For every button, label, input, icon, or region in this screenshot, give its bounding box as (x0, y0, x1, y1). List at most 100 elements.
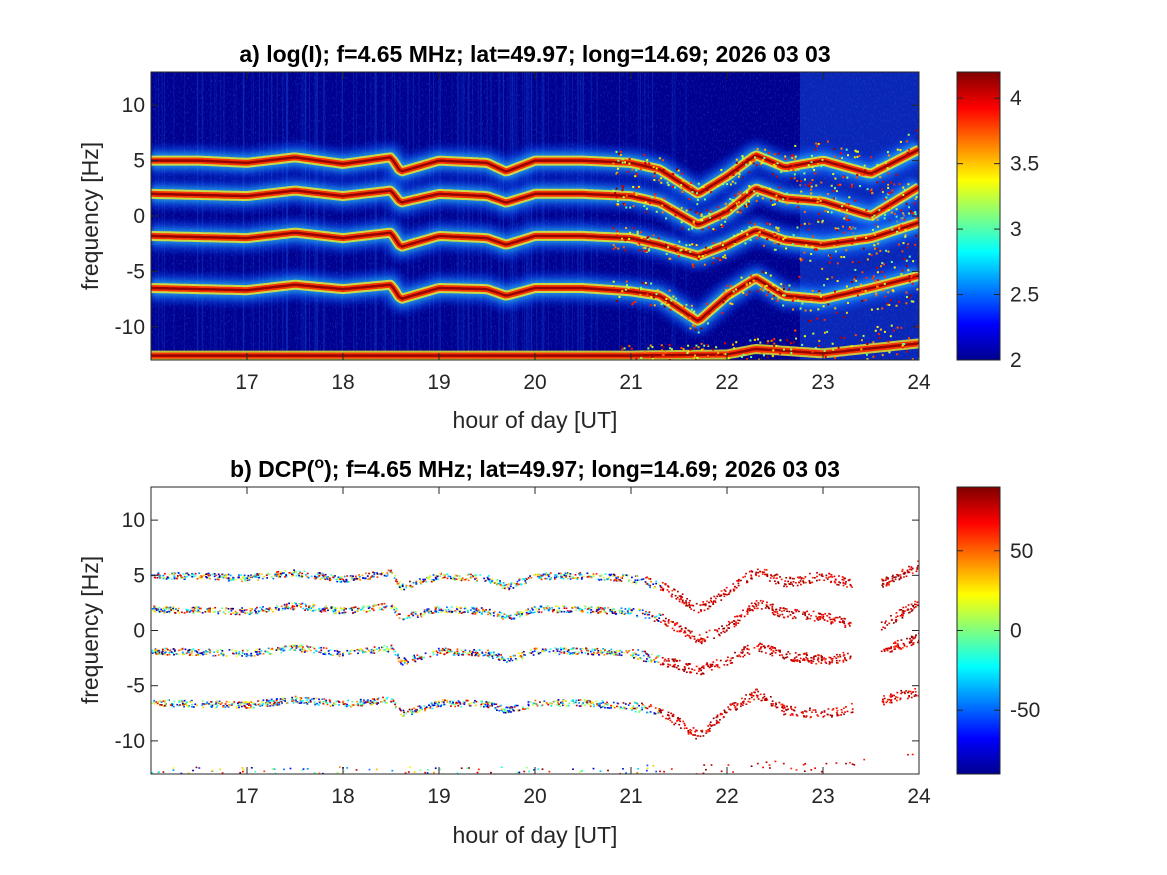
dcp-point (295, 700, 297, 703)
dcp-point (223, 574, 226, 577)
dcp-point (508, 660, 511, 662)
dcp-point (607, 606, 609, 609)
dcp-point (379, 649, 381, 651)
dcp-point (514, 658, 517, 660)
dcp-point (284, 576, 286, 578)
dcp-point (795, 610, 798, 613)
dcp-point (697, 611, 700, 614)
dcp-point (844, 577, 846, 580)
dcp-point (673, 658, 675, 661)
dcp-point (606, 650, 608, 653)
dcp-point (444, 699, 446, 702)
speckle (861, 290, 864, 293)
speckle (709, 363, 711, 365)
dcp-point (884, 627, 886, 629)
speckle (735, 202, 738, 205)
speckle (651, 346, 654, 349)
speckle (774, 165, 777, 168)
dcp-point (444, 648, 447, 651)
speckle (615, 187, 618, 190)
dcp-point (569, 653, 571, 656)
dcp-point (574, 574, 577, 576)
dcp-point (481, 652, 484, 655)
dcp-point (207, 574, 210, 577)
dcp-point (341, 612, 344, 614)
speckle (827, 193, 830, 196)
dcp-point (245, 653, 248, 655)
dcp-point (320, 646, 322, 649)
dcp-point (887, 582, 890, 584)
dcp-point (908, 611, 910, 614)
dcp-point (723, 631, 726, 633)
dcp-point (193, 609, 196, 611)
dcp-point (658, 709, 661, 712)
dcp-point (802, 613, 804, 615)
speckle (887, 250, 890, 253)
dcp-point (641, 612, 644, 615)
speckle (652, 360, 654, 362)
dcp-point (540, 578, 543, 581)
dcp-point (820, 662, 823, 664)
dcp-point (518, 655, 521, 658)
dcp-point (440, 608, 443, 611)
dcp-point (885, 584, 888, 587)
dcp-point (621, 577, 624, 579)
dcp-point (677, 668, 680, 671)
speckle (733, 242, 736, 245)
dcp-point (817, 657, 820, 660)
dcp-point (358, 576, 361, 578)
speckle (693, 356, 696, 359)
dcp-point (697, 640, 700, 643)
dcp-point (798, 581, 800, 584)
dcp-point (435, 650, 438, 653)
dcp-point (782, 607, 785, 609)
dcp-point (568, 611, 570, 613)
speckle (887, 183, 890, 186)
speckle (782, 294, 785, 297)
speckle (855, 150, 858, 153)
speckle (809, 188, 812, 191)
dcp-point (846, 710, 849, 713)
speckle (643, 153, 646, 156)
dcp-point (400, 709, 402, 712)
dcp-point (755, 571, 758, 574)
dcp-point (791, 617, 794, 620)
speckle (890, 181, 893, 184)
dcp-point (332, 610, 335, 613)
dcp-point (576, 653, 579, 655)
dcp-point (904, 572, 907, 574)
dcp-point (582, 575, 585, 578)
dcp-point (604, 573, 607, 575)
dcp-point (428, 610, 431, 612)
speckle (628, 363, 630, 365)
dcp-point (463, 611, 466, 613)
speckle (811, 245, 814, 248)
speckle (644, 281, 647, 284)
dcp-point (538, 611, 540, 613)
dcp-point (351, 608, 353, 610)
dcp-point (819, 612, 822, 615)
dcp-point (674, 722, 677, 725)
dcp-point (365, 647, 367, 650)
dcp-point (596, 607, 598, 609)
dcp-point (475, 609, 478, 611)
dcp-point (563, 605, 566, 608)
dcp-point (560, 577, 562, 579)
dcp-point (477, 609, 480, 612)
dcp-point (551, 610, 554, 613)
speckle (677, 363, 679, 365)
dcp-point (631, 581, 634, 584)
dcp-point (187, 649, 189, 652)
dcp-point (851, 586, 853, 588)
dcp-point (573, 652, 575, 654)
dcp-point (720, 599, 723, 601)
dcp-point (813, 658, 815, 660)
dcp-point (430, 580, 433, 583)
speckle (881, 354, 884, 357)
dcp-point (579, 572, 582, 574)
speckle (757, 273, 760, 276)
speckle (653, 304, 656, 307)
dcp-point (763, 695, 766, 698)
dcp-point (759, 642, 762, 645)
dcp-point (733, 625, 736, 628)
